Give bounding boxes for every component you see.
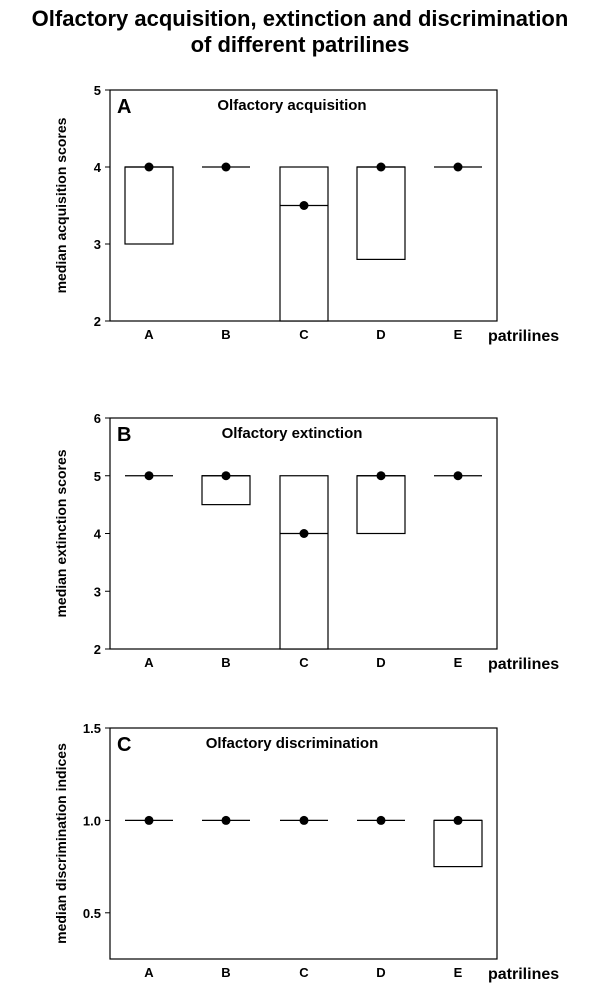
y-tick-label: 5 [94,469,101,484]
y-tick-label: 0.5 [83,906,101,921]
y-tick-label: 5 [94,83,101,98]
x-category-label: E [454,965,463,980]
median-point [376,162,386,172]
median-point [299,529,309,538]
y-axis-label: median discrimination indices [53,743,69,944]
x-category-label: A [144,965,154,980]
x-category-label: E [454,655,463,670]
y-tick-label: 4 [94,160,102,175]
x-category-label: B [221,327,230,342]
median-point [299,201,309,210]
iqr-box [433,819,483,868]
x-axis-label: patrilines [488,966,559,983]
x-category-label: B [221,965,230,980]
iqr-box [201,475,251,506]
median-point [144,815,154,825]
y-tick-label: 3 [94,237,101,252]
median-point [376,815,386,825]
y-tick-label: 6 [94,411,101,426]
figure-title-line-2: of different patrilines [190,32,410,57]
x-category-label: A [144,327,154,342]
panel-a: 2 3 4 5 median acquisition scores A Olfactory … [53,83,559,345]
panel-title: Olfactory acquisition [217,97,366,114]
median-point [221,815,231,825]
x-category-label: D [376,965,385,980]
iqr-box [356,166,406,261]
median-point [299,815,309,825]
panel-title: Olfactory extinction [222,425,363,442]
x-category-label: C [299,327,309,342]
median-point [453,815,463,825]
median-point [221,162,231,172]
x-axis-label: patrilines [488,328,559,345]
median-point [453,162,463,172]
x-category-label: B [221,655,230,670]
y-tick-label: 1.0 [83,813,101,828]
y-tick-label: 2 [94,314,101,329]
median-point [144,471,154,481]
x-category-label: A [144,655,154,670]
iqr-box [279,475,329,650]
y-tick-label: 3 [94,584,101,599]
y-axis-label: median acquisition scores [53,117,69,293]
panel-label: C [117,734,131,756]
y-axis-label: median extinction scores [53,449,69,617]
iqr-box [279,166,329,322]
panel-label: A [117,96,131,118]
iqr-box [124,166,174,245]
y-tick-label: 1.5 [83,721,101,736]
x-axis-label: patrilines [488,656,559,673]
y-tick-label: 4 [94,527,102,542]
x-category-label: E [454,327,463,342]
x-category-label: D [376,327,385,342]
x-category-label: D [376,655,385,670]
panel-title: Olfactory discrimination [206,735,379,752]
panel-c: 0.5 1.0 1.5 median discrimination indices C O… [53,721,559,983]
plot-frame [109,727,498,960]
median-point [221,471,231,481]
panel-b: 2 3 4 5 6 median extinction scores B Olfactory … [53,411,559,673]
median-point [376,471,386,481]
y-tick-label: 2 [94,642,101,657]
median-point [453,471,463,481]
iqr-box [356,475,406,535]
panel-label: B [117,424,131,446]
x-category-label: C [299,965,309,980]
figure-title-line-1: Olfactory acquisition, extinction and di… [31,6,569,31]
median-point [144,162,154,172]
x-category-label: C [299,655,309,670]
